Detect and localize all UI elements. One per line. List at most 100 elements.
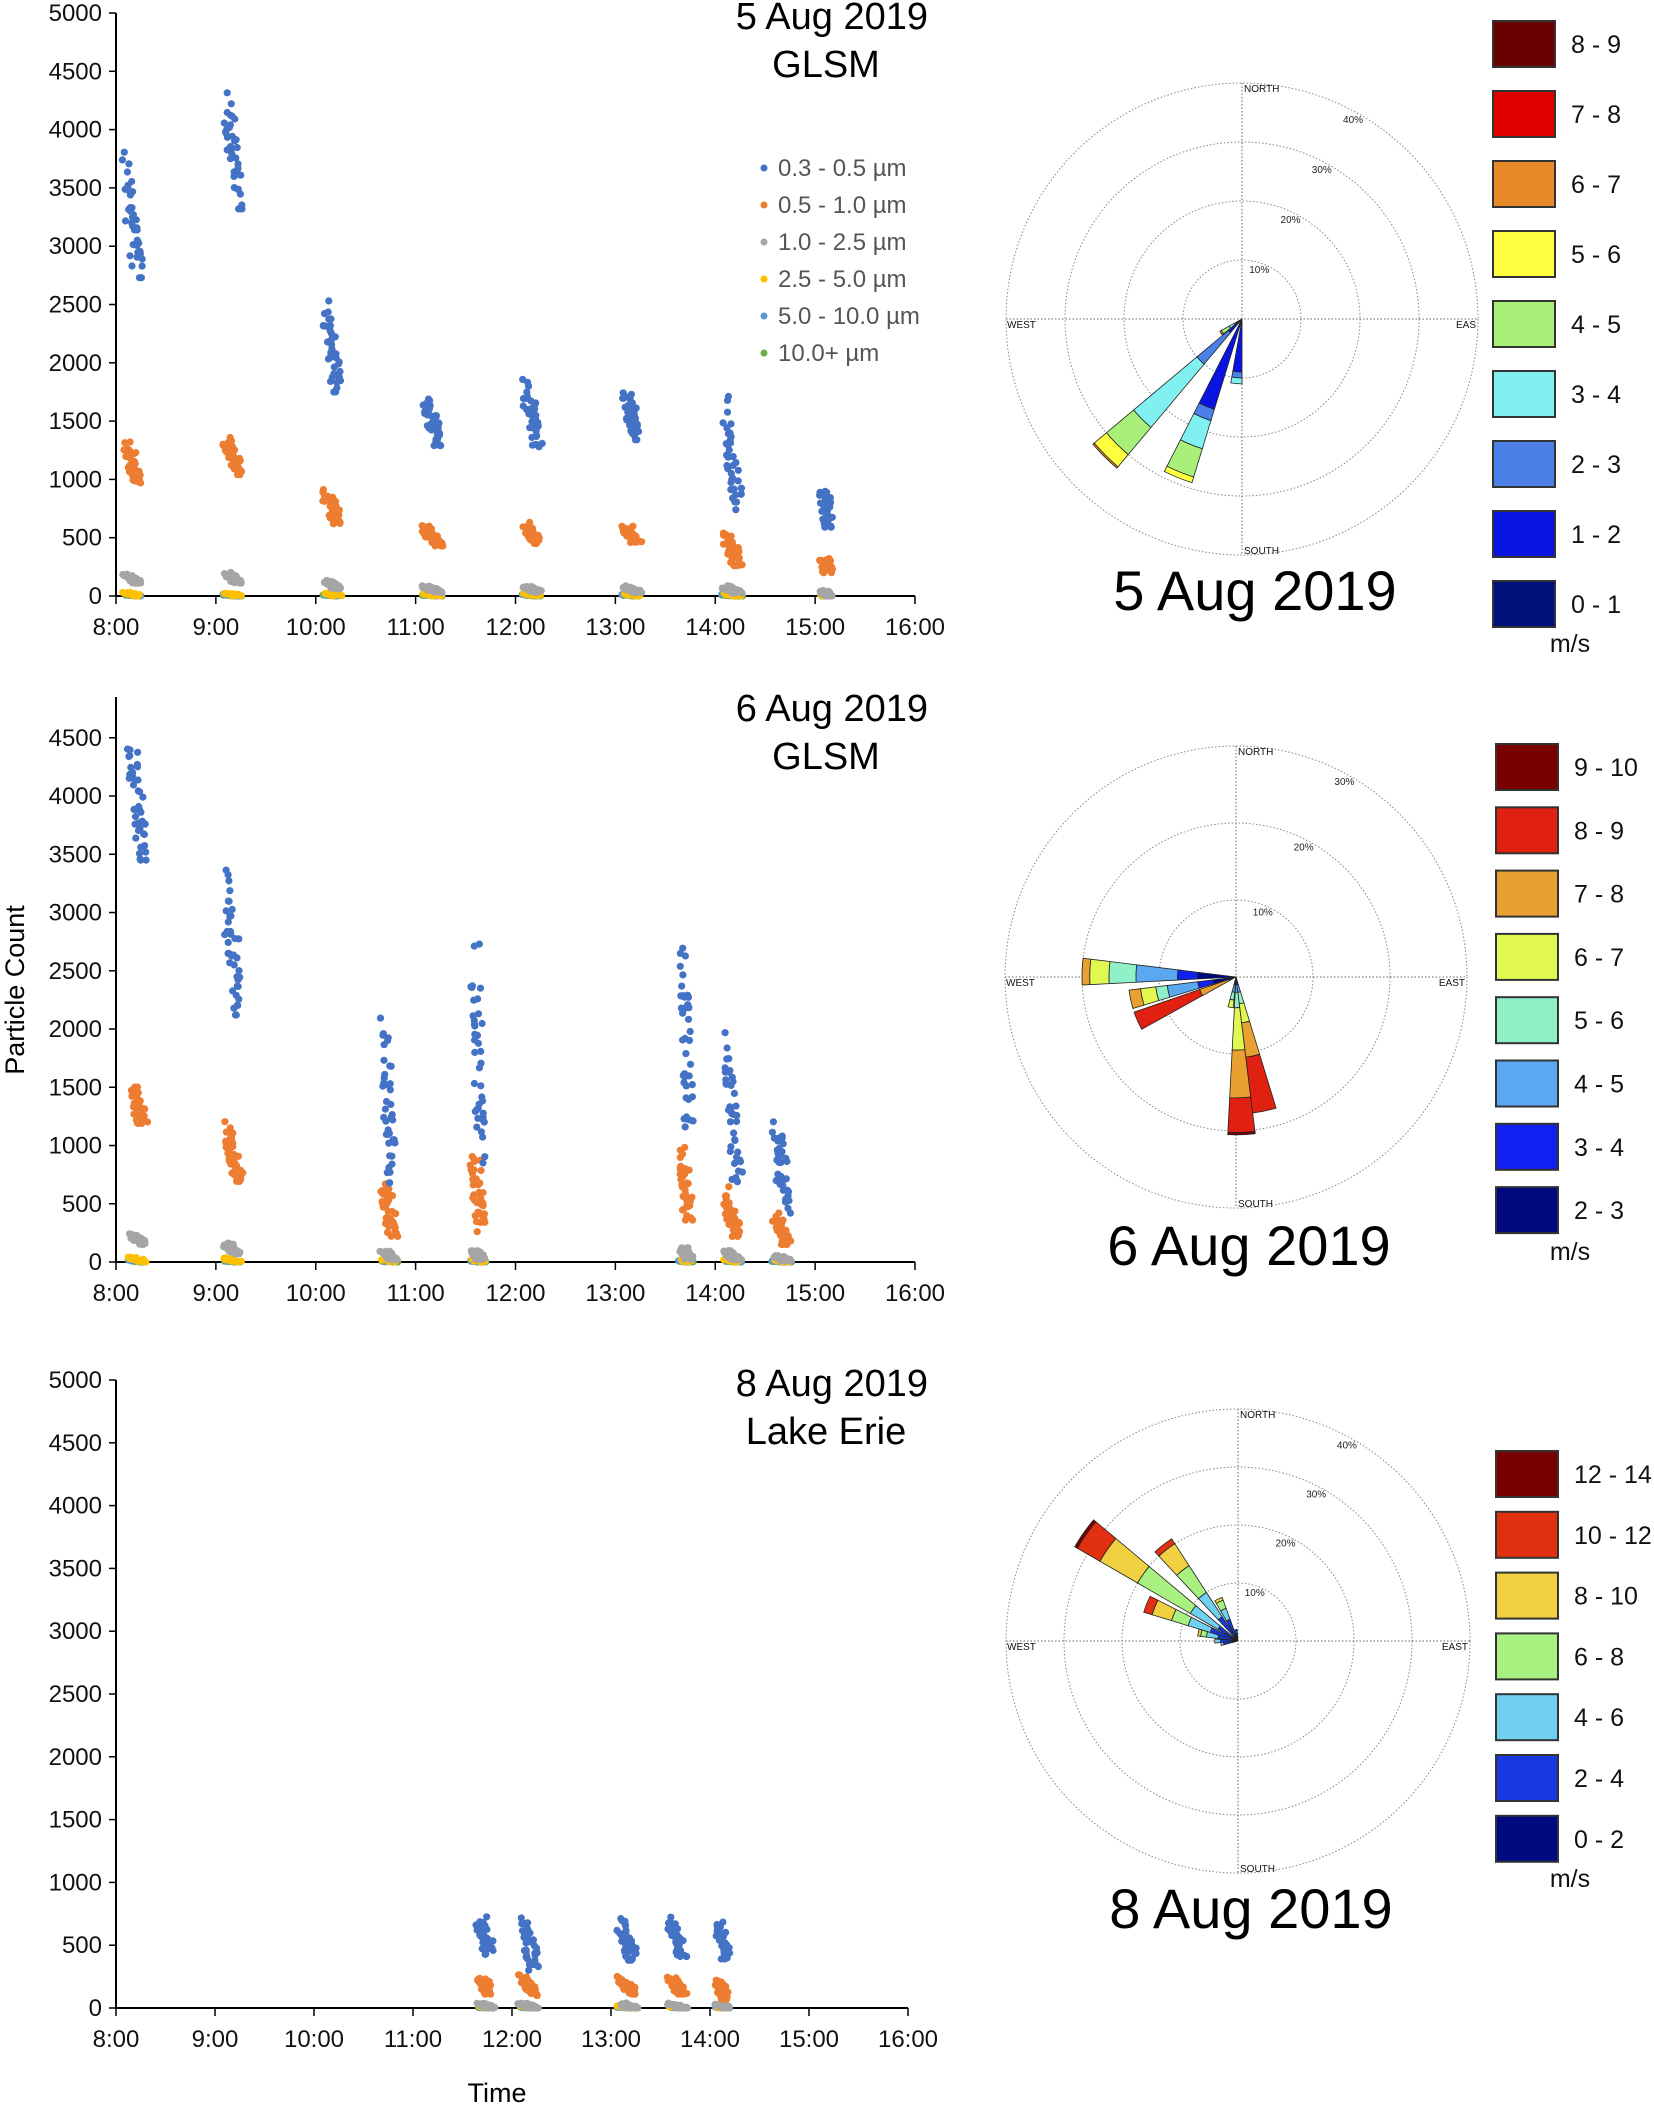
ring-label: 40% (1343, 115, 1363, 126)
data-point (828, 565, 837, 573)
x-tick-label: 14:00 (685, 614, 745, 641)
x-tick-label: 11:00 (384, 2026, 442, 2053)
data-point (477, 1166, 485, 1175)
data-point (729, 453, 737, 461)
data-point (325, 297, 333, 305)
data-point (731, 491, 740, 499)
data-point (386, 1152, 394, 1160)
wind-segment (1223, 1641, 1233, 1646)
data-point (719, 419, 727, 427)
data-point (738, 1168, 747, 1176)
data-point (681, 1123, 689, 1131)
data-point (621, 392, 629, 400)
data-point (729, 1210, 737, 1218)
direction-south: SOUTH (1240, 1864, 1275, 1875)
data-point (233, 144, 241, 152)
data-point (235, 967, 243, 975)
data-point (237, 1175, 245, 1183)
y-tick-label: 4000 (49, 783, 102, 810)
data-point (820, 569, 828, 577)
y-tick-label: 4500 (49, 1430, 102, 1457)
data-point (120, 148, 128, 156)
data-point (774, 1170, 782, 1178)
data-point (529, 413, 537, 421)
data-point (532, 399, 540, 407)
data-point (719, 529, 728, 537)
data-point (732, 1102, 740, 1110)
data-point (638, 538, 646, 546)
x-tick-label: 10:00 (286, 1280, 346, 1307)
data-point (226, 1148, 234, 1156)
data-point (220, 119, 228, 127)
data-point (778, 1148, 786, 1156)
data-point (688, 1254, 696, 1262)
speed-unit: m/s (1550, 1238, 1590, 1266)
data-point (534, 1963, 542, 1971)
data-point (470, 1166, 478, 1174)
data-point (233, 954, 241, 962)
data-point (487, 1990, 495, 1998)
data-point (329, 520, 338, 528)
speed-bin-swatch (1495, 1122, 1559, 1171)
data-point (475, 940, 483, 948)
data-point (234, 1152, 242, 1160)
data-point (682, 1094, 690, 1102)
data-point (437, 588, 445, 596)
data-point (533, 432, 541, 440)
data-point (227, 437, 236, 445)
data-point (387, 1256, 395, 1264)
data-point (376, 1014, 385, 1022)
data-point (134, 748, 142, 756)
data-point (224, 918, 232, 926)
data-point (721, 1029, 729, 1037)
data-point (635, 427, 643, 436)
direction-south: SOUTH (1238, 1199, 1273, 1210)
speed-bin-swatch (1495, 996, 1559, 1045)
x-tick-label: 12:00 (485, 1280, 545, 1307)
data-point (126, 752, 134, 760)
data-point (473, 1031, 482, 1039)
data-point (470, 1155, 478, 1163)
x-tick-label: 16:00 (885, 614, 945, 641)
data-point (231, 1171, 239, 1179)
panel-title-site: GLSM (772, 736, 880, 778)
data-point (677, 1004, 686, 1012)
data-point (224, 938, 232, 947)
data-point (389, 1116, 397, 1124)
data-point (432, 413, 440, 421)
y-axis-label: Particle Count (0, 905, 30, 1075)
data-point (328, 503, 336, 511)
x-tick-label: 9:00 (193, 614, 240, 641)
ring-label: 20% (1281, 215, 1301, 226)
y-tick-label: 1500 (49, 1074, 102, 1101)
data-point (679, 1071, 687, 1079)
y-tick-label: 0 (89, 1995, 102, 2022)
data-point (471, 1196, 479, 1204)
data-point (235, 205, 243, 213)
data-point (521, 1920, 529, 1928)
scatter-panel-1: 0 500 1000 1500 2000 2500 3000 3500 4000 4500 5000… (49, 0, 945, 641)
y-tick-label: 5000 (49, 0, 102, 27)
panel-title-site: Lake Erie (746, 1411, 907, 1453)
speed-bin-label: 4 - 5 (1571, 311, 1621, 339)
data-point (474, 1255, 482, 1263)
y-tick-label: 4500 (49, 58, 102, 85)
ring-label: 10% (1253, 908, 1273, 919)
speed-bin-swatch (1492, 20, 1556, 68)
data-point (734, 1228, 742, 1236)
data-point (226, 155, 235, 163)
data-point (473, 1228, 481, 1236)
data-point (127, 763, 135, 772)
speed-bin-label: 1 - 2 (1571, 521, 1621, 549)
data-point (130, 457, 138, 465)
data-point (484, 2004, 493, 2012)
data-point (128, 204, 136, 212)
data-point (676, 962, 684, 970)
data-point (128, 213, 137, 221)
y-tick-label: 1000 (49, 1869, 102, 1896)
data-point (386, 1168, 394, 1176)
data-point (736, 1158, 745, 1166)
data-point (474, 1210, 482, 1218)
data-point (737, 490, 745, 498)
